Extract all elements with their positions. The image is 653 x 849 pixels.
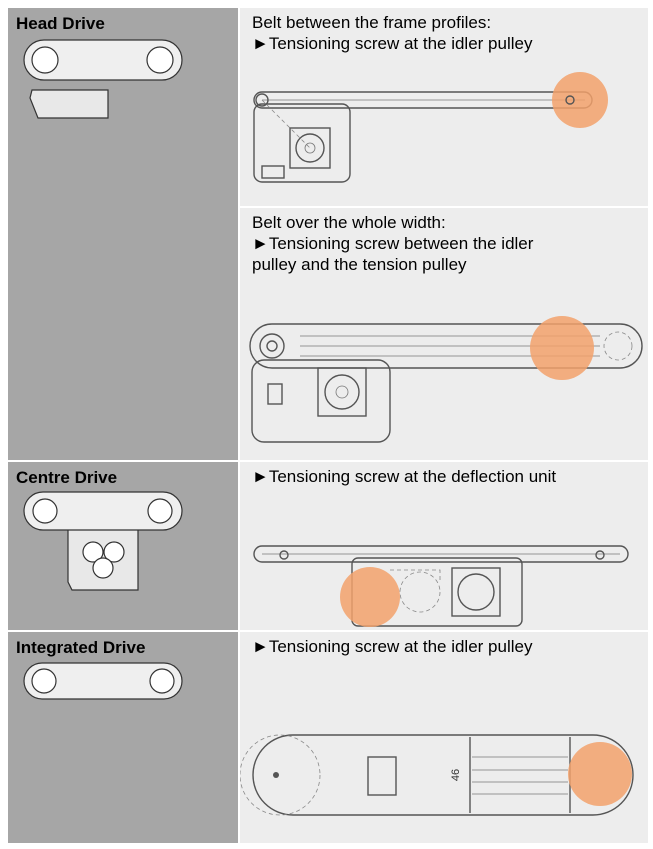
drawing bbox=[253, 545, 629, 627]
drawing: 46 bbox=[240, 734, 634, 816]
description: Belt between the frame profiles: ►Tensio… bbox=[252, 12, 642, 54]
text-line: ►Tensioning screw between the idler pull… bbox=[252, 234, 534, 274]
row-label-cell: Integrated Drive bbox=[8, 632, 238, 843]
dimension-label: 46 bbox=[450, 769, 462, 781]
text-line: ►Tensioning screw at the idler pulley bbox=[252, 637, 533, 656]
drawing bbox=[249, 316, 643, 443]
content-cell: Belt between the frame profiles: ►Tensio… bbox=[240, 8, 648, 206]
description: ►Tensioning screw at the idler pulley bbox=[252, 636, 642, 657]
drive-icon bbox=[23, 662, 183, 700]
text-line: Belt over the whole width: bbox=[252, 213, 446, 232]
row-label-cell: Head Drive bbox=[8, 8, 238, 460]
drive-icon bbox=[23, 491, 183, 591]
drive-icon bbox=[23, 39, 183, 119]
content-cell: Belt over the whole width: ►Tensioning s… bbox=[240, 208, 648, 460]
text-line: ►Tensioning screw at the idler pulley bbox=[252, 34, 533, 53]
row-label-cell: Centre Drive bbox=[8, 462, 238, 630]
drive-label: Centre Drive bbox=[16, 468, 118, 487]
text-line: Belt between the frame profiles: bbox=[252, 13, 492, 32]
drive-label: Integrated Drive bbox=[16, 638, 146, 657]
drawing bbox=[253, 72, 608, 183]
description: Belt over the whole width: ►Tensioning s… bbox=[252, 212, 552, 275]
drive-label: Head Drive bbox=[16, 14, 105, 33]
text-line: ►Tensioning screw at the deflection unit bbox=[252, 467, 557, 486]
description: ►Tensioning screw at the deflection unit bbox=[252, 466, 642, 487]
content-cell: ►Tensioning screw at the deflection unit bbox=[240, 462, 648, 630]
content-cell: ►Tensioning screw at the idler pulley 46 bbox=[240, 632, 648, 843]
